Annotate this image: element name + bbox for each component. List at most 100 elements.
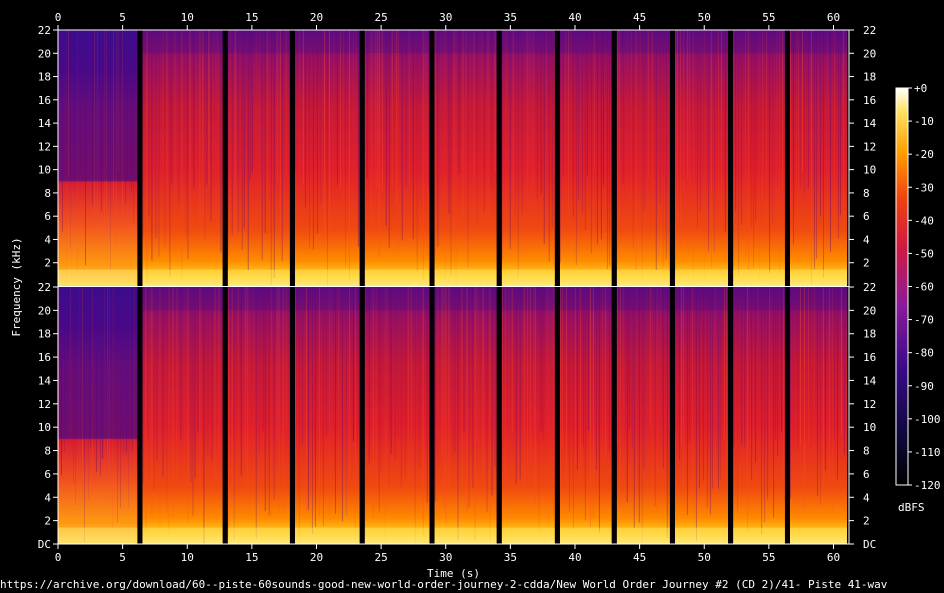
texture-stripe [601,287,603,469]
texture-stripe [294,287,296,455]
y-tick-label: 2 [863,515,870,528]
y-tick-label: 4 [863,491,870,504]
texture-stripe [553,30,555,178]
texture-stripe [665,30,667,259]
x-tick-label: 50 [698,11,711,24]
texture-stripe [404,287,406,479]
y-tick-label: 16 [863,351,876,364]
texture-stripe [341,287,343,522]
texture-stripe [645,287,647,442]
texture-stripe [816,287,818,496]
texture-stripe [526,30,528,206]
texture-stripe [278,287,280,509]
texture-stripe [357,30,359,247]
colorbar-tick-label: -40 [914,214,934,227]
texture-stripe [515,287,517,485]
texture-stripe [378,287,380,512]
texture-stripe [426,30,428,256]
spectrogram-segment [501,30,555,286]
texture-stripe [737,287,739,512]
spectrogram-segment [501,287,555,544]
bass-band [674,527,729,544]
texture-stripe [434,287,436,502]
texture-stripe [633,287,635,528]
texture-stripe [757,287,759,452]
texture-stripe [710,30,712,268]
texture-stripe [741,287,743,446]
texture-stripe [207,287,209,456]
texture-stripe [643,287,645,471]
spectrogram-segment [616,30,670,286]
texture-stripe [703,30,705,282]
texture-stripe [509,30,511,249]
texture-stripe [764,287,766,523]
texture-stripe [181,30,183,279]
upper-rolloff [501,287,555,311]
texture-stripe [356,287,358,449]
y-tick-label: 4 [44,491,51,504]
texture-stripe [491,287,493,496]
spectrogram-segment [364,287,430,544]
texture-stripe [394,287,396,462]
texture-stripe [717,30,719,200]
texture-stripe [807,30,809,188]
x-tick-label: 15 [245,551,258,564]
texture-stripe [153,287,155,492]
texture-stripe [819,287,821,505]
texture-stripe [308,30,310,250]
source-url-caption: https://archive.org/download/60--piste-6… [0,578,888,591]
x-tick-label: 5 [119,551,126,564]
colorbar-tick-label: -120 [914,479,941,492]
texture-stripe [142,287,144,483]
texture-stripe [789,287,791,499]
y-tick-label: 10 [38,164,51,177]
texture-stripe [776,30,778,246]
texture-stripe [375,287,377,502]
bass-band [559,527,612,544]
x-tick-label: 0 [55,551,62,564]
texture-stripe [169,30,171,277]
texture-stripe [494,287,496,467]
texture-stripe [249,30,251,181]
texture-stripe [339,30,341,189]
texture-stripe [744,287,746,447]
texture-stripe [370,30,372,236]
y-tick-label: 16 [863,94,876,107]
texture-stripe [476,30,478,227]
bass-band [733,269,785,286]
texture-stripe [364,30,366,224]
texture-stripe [344,30,346,268]
texture-stripe [273,287,275,500]
texture-stripe [618,30,620,224]
texture-stripe [158,30,160,257]
texture-stripe [203,287,205,544]
texture-stripe [268,30,270,191]
texture-stripe [227,287,229,537]
texture-stripe [220,30,222,253]
texture-stripe [215,30,217,285]
y-tick-label: 20 [863,47,876,60]
texture-stripe [659,287,661,429]
texture-stripe [348,287,350,478]
spectrogram-segment [434,287,497,544]
texture-stripe [418,287,420,468]
colorbar-tick-label: -60 [914,281,934,294]
upper-rolloff [58,30,138,182]
texture-stripe [682,30,684,193]
upper-rolloff [364,30,430,54]
upper-rolloff [674,30,729,54]
texture-stripe [405,30,407,187]
x-tick-label: 30 [439,551,452,564]
x-tick-label: 40 [568,11,581,24]
silence-gap [554,30,560,286]
texture-stripe [354,287,356,528]
texture-stripe [824,287,826,471]
texture-stripe [381,30,383,193]
texture-stripe [162,30,164,200]
texture-stripe [836,287,838,480]
upper-rolloff [227,30,290,54]
colorbar-tick-label: -20 [914,148,934,161]
texture-stripe [285,287,287,430]
texture-stripe [171,30,173,185]
spectrogram-segment [142,30,223,286]
